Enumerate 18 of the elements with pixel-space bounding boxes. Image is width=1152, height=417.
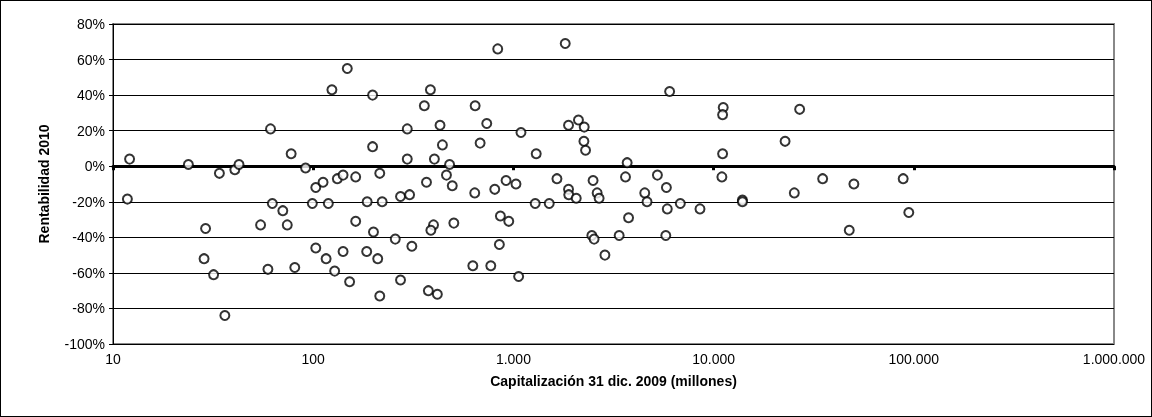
x-tick-label: 1.000.000 — [1082, 351, 1146, 367]
y-tick-label: 20% — [76, 122, 105, 139]
x-tick-label: 10.000 — [692, 351, 736, 367]
x-tick-label: 100 — [301, 351, 326, 367]
y-tick-label: -80% — [72, 300, 105, 317]
y-tick-label: -60% — [72, 264, 105, 281]
y-tick-label: -40% — [72, 229, 105, 246]
x-tick-label: 10 — [105, 351, 121, 367]
y-tick-label: 80% — [76, 16, 105, 32]
y-tick-label: 40% — [76, 87, 105, 104]
y-tick-label: -100% — [64, 336, 105, 352]
x-tick-label: 100.000 — [888, 351, 940, 367]
y-tick-label: -20% — [72, 193, 105, 210]
x-tick-label: 1.000 — [495, 351, 532, 367]
y-tick-label: 60% — [76, 51, 105, 68]
y-tick-label: 0% — [84, 158, 105, 175]
y-axis-title: Rentabilidad 2010 — [36, 124, 52, 244]
x-axis-title: Capitalización 31 dic. 2009 (millones) — [490, 373, 737, 389]
